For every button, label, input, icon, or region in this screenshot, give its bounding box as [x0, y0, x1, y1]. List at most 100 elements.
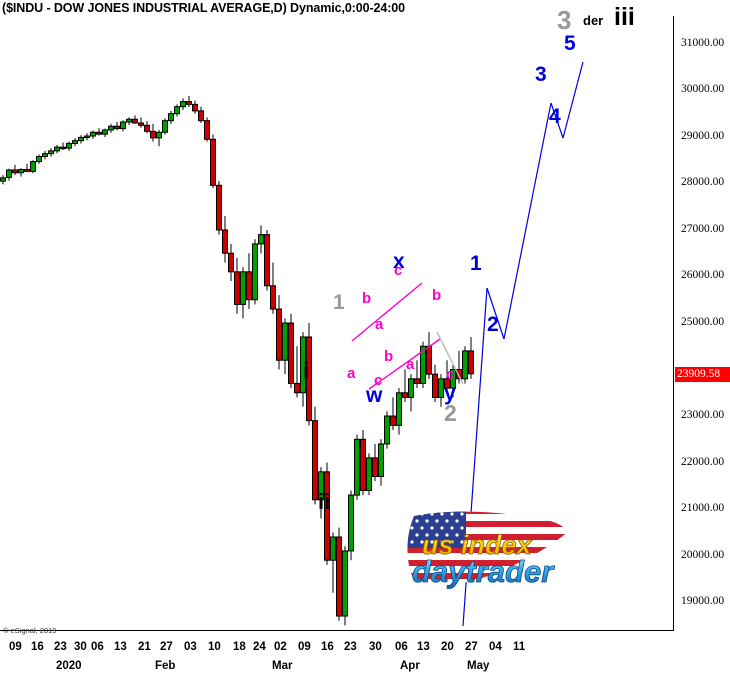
- candle-body: [294, 382, 300, 394]
- candle-body: [72, 140, 78, 144]
- chart-plot-area[interactable]: [0, 16, 673, 630]
- candle-body: [162, 120, 168, 133]
- wave-label-wave-b-3: b: [432, 287, 442, 304]
- wave-label-wave-b-1: b: [362, 290, 372, 307]
- wave-label-wave-3-blue: 3: [535, 63, 547, 86]
- candle-body: [84, 135, 90, 139]
- month-label: Apr: [400, 660, 420, 672]
- candle-body: [258, 234, 264, 245]
- logo-text-line1: us index: [422, 530, 533, 560]
- candle-body: [390, 415, 396, 426]
- candle-body: [348, 494, 354, 552]
- wave-label-wave-y: y: [444, 382, 456, 405]
- chart-title: ($INDU - DOW JONES INDUSTRIAL AVERAGE,D)…: [2, 1, 405, 15]
- lower-channel: [368, 338, 441, 390]
- candle-body: [150, 130, 156, 139]
- date-tick-label: 13: [114, 641, 127, 653]
- price-tick-label: 30000.00: [681, 83, 725, 96]
- candle-body: [192, 103, 198, 112]
- wave-label-wave-5-blue: 5: [564, 32, 576, 55]
- month-label: May: [467, 660, 490, 672]
- date-tick-label: 20: [441, 641, 454, 653]
- candle-body: [438, 378, 444, 398]
- candle-body: [252, 243, 258, 301]
- date-tick-label: 04: [489, 641, 502, 653]
- wave-overlay-lines: [351, 61, 584, 627]
- wave-label-wave-c-1: c: [374, 372, 383, 389]
- wave-label-wave-a-2: a: [375, 316, 384, 333]
- candle-body: [342, 550, 348, 617]
- wave-label-wave-1-blue: 1: [470, 252, 482, 275]
- candle-body: [36, 155, 42, 163]
- candle-body: [384, 415, 390, 445]
- candle-body: [90, 131, 96, 137]
- candlestick-series: [0, 96, 474, 626]
- projection-segment: [562, 61, 584, 139]
- candle-body: [96, 131, 102, 135]
- projection-segment: [550, 102, 564, 139]
- candle-body: [186, 101, 192, 105]
- price-tick-label: 20000.00: [681, 548, 725, 561]
- candle-body: [126, 118, 132, 123]
- wave-label-wave-w: w: [366, 384, 383, 407]
- month-label: Feb: [155, 660, 176, 672]
- date-tick-label: 11: [513, 641, 526, 653]
- candle-body: [288, 322, 294, 384]
- candle-body: [108, 125, 114, 131]
- date-tick-label: 13: [417, 641, 430, 653]
- b-to-c-guide: [436, 331, 464, 385]
- candle-body: [0, 177, 6, 182]
- candle-body: [234, 271, 240, 305]
- price-tick-label: 21000.00: [681, 502, 725, 515]
- candle-body: [180, 101, 186, 108]
- candle-body: [54, 146, 60, 152]
- date-tick-label: 06: [91, 641, 104, 653]
- wave-label-wave-2-gray: 2: [444, 400, 457, 426]
- candle-body: [138, 122, 144, 126]
- date-tick-label: 21: [138, 641, 151, 653]
- candle-body: [402, 392, 408, 398]
- candle-body: [114, 125, 120, 130]
- candle-body: [246, 271, 252, 301]
- candle-body: [168, 113, 174, 122]
- candle-body: [102, 129, 108, 135]
- candle-body: [396, 392, 402, 426]
- wave-label-wave-x: x: [393, 250, 405, 273]
- candle-body: [132, 118, 138, 124]
- date-tick-label: 27: [465, 641, 478, 653]
- candle-body: [318, 471, 324, 501]
- candle-body: [204, 120, 210, 140]
- candle-body: [468, 350, 474, 375]
- candle-body: [354, 438, 360, 496]
- wave-label-wave-c-3: c: [446, 366, 455, 383]
- date-tick-label: 27: [160, 641, 173, 653]
- price-tick-label: 23000.00: [681, 409, 725, 422]
- wave-label-wave-3-top: 3: [557, 5, 572, 35]
- candle-body: [414, 378, 420, 384]
- date-tick-label: 02: [274, 641, 287, 653]
- price-tick-label: 19000.00: [681, 595, 725, 608]
- candle-body: [216, 184, 222, 231]
- projection-segment: [503, 102, 552, 340]
- candle-body: [462, 350, 468, 380]
- date-tick-label: 23: [344, 641, 357, 653]
- candle-body: [66, 142, 72, 149]
- candle-body: [24, 169, 30, 172]
- candle-body: [42, 153, 48, 157]
- date-tick-label: 18: [233, 641, 246, 653]
- candle-body: [30, 161, 36, 172]
- wave-label-wave-a-1: a: [347, 365, 356, 382]
- candle-body: [240, 271, 246, 305]
- wave-label-label-der: der: [583, 13, 604, 28]
- price-tick-label: 29000.00: [681, 129, 725, 142]
- wave-label-wave-a-3: a: [406, 356, 415, 373]
- date-tick-label: 10: [208, 641, 221, 653]
- candle-body: [312, 420, 318, 501]
- candle-body: [18, 169, 24, 174]
- upper-channel: [351, 282, 423, 342]
- us-index-daytrader-logo: us index daytrader: [407, 511, 569, 589]
- candle-body: [198, 110, 204, 122]
- date-tick-label: 30: [74, 641, 87, 653]
- candle-body: [222, 229, 228, 254]
- candle-body: [330, 536, 336, 561]
